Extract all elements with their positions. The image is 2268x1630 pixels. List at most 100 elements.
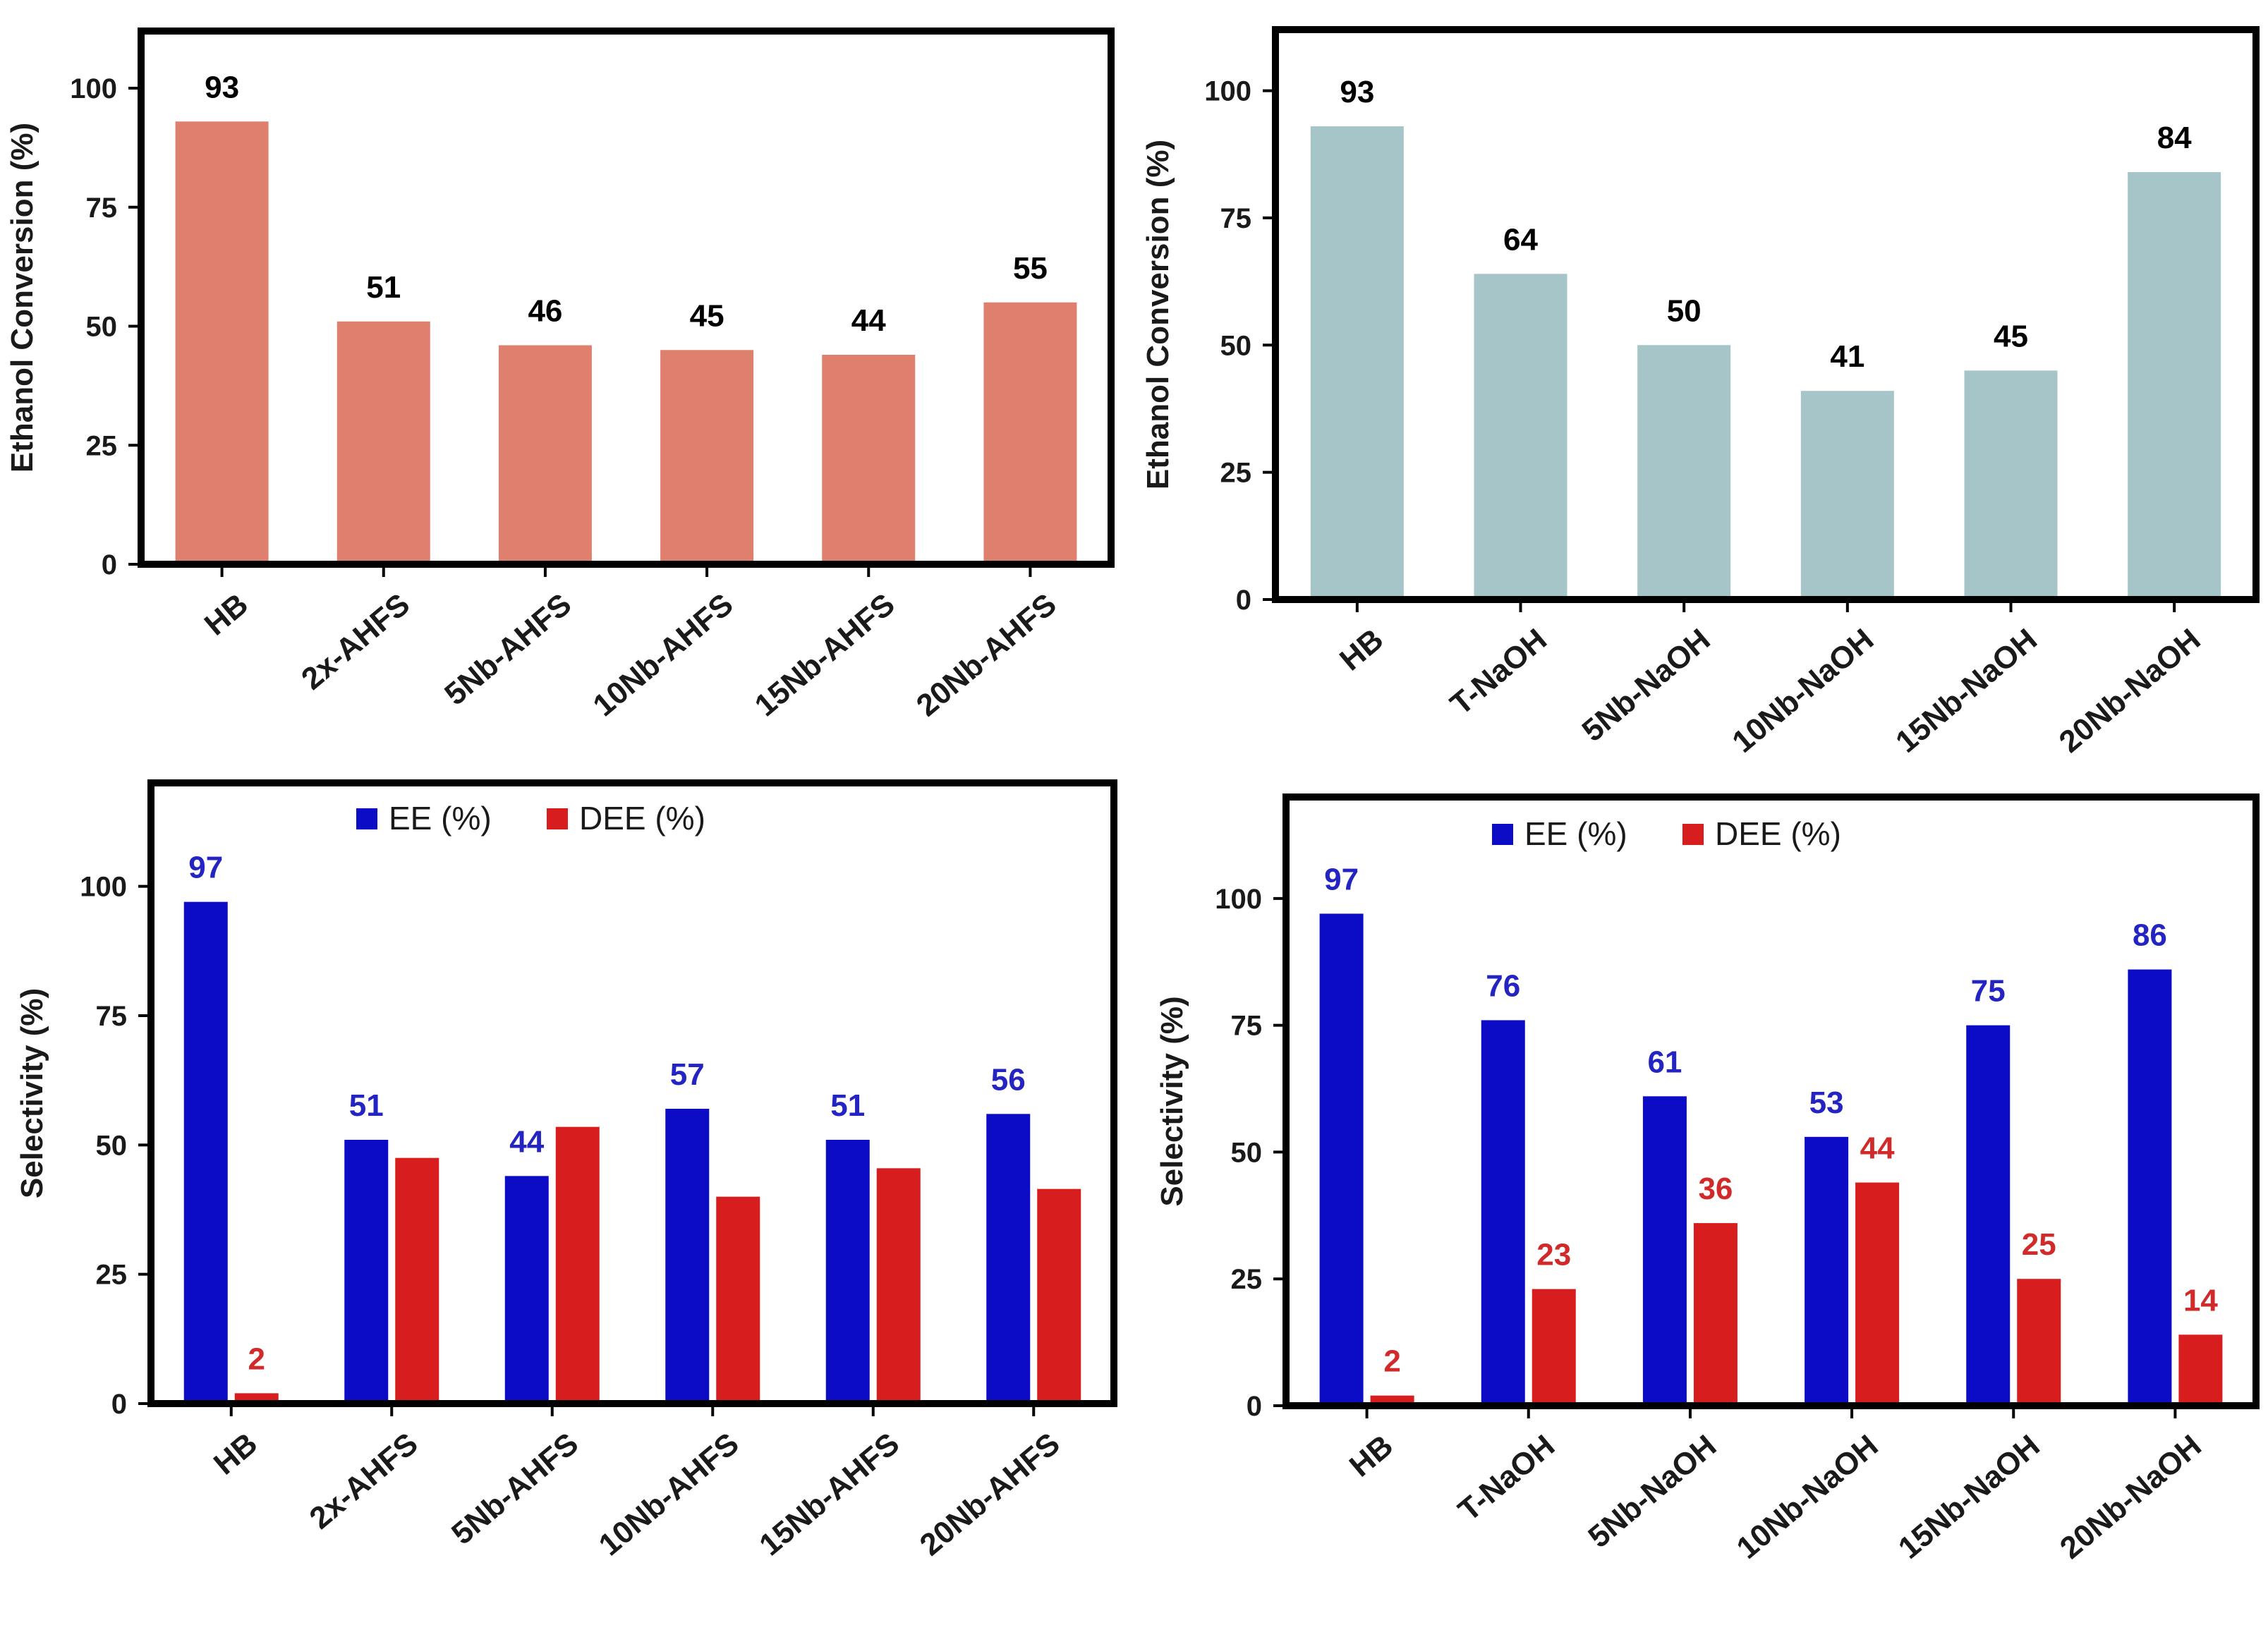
- x-tick-label: 15Nb-NaOH: [1889, 622, 2044, 760]
- bar-ee: [1966, 1025, 2011, 1406]
- data-label: 45: [690, 298, 724, 333]
- legend-swatch-dee: [547, 808, 568, 829]
- chart-conv-naoh: 0 25 50 75 100 Ethanol Conversion (%) 93 64 50 41…: [1141, 26, 2260, 760]
- y-axis-label: Selectivity (%): [1155, 996, 1189, 1206]
- legend: EE (%) DEE (%): [356, 800, 705, 837]
- bar-ee: [183, 901, 228, 1404]
- bar-ee: [1805, 1136, 1849, 1406]
- y-tick-label: 75: [1231, 1011, 1263, 1042]
- bar-conversion: [336, 321, 430, 564]
- x-tick-label: HB: [1343, 1428, 1400, 1483]
- x-tick-label: 5Nb-NaOH: [1582, 1428, 1723, 1555]
- bar-conversion: [175, 121, 269, 564]
- data-label: 51: [349, 1088, 384, 1123]
- plot-frame: [1282, 793, 2260, 1409]
- data-label: 93: [1340, 75, 1374, 109]
- bar-dee: [1693, 1223, 1738, 1406]
- bar-ee: [1319, 913, 1364, 1406]
- data-label: 51: [366, 270, 401, 305]
- legend-label-ee: EE (%): [1524, 815, 1627, 852]
- data-label: 51: [830, 1088, 865, 1123]
- x-tick-label: 15Nb-AHFS: [753, 1426, 906, 1562]
- data-label: 23: [1536, 1238, 1571, 1272]
- bar-conversion: [983, 302, 1077, 564]
- bar-conversion: [498, 345, 592, 564]
- data-label: 2: [248, 1342, 265, 1376]
- data-label: 46: [528, 294, 562, 329]
- data-label: 97: [1324, 862, 1359, 896]
- y-tick-label: 100: [1204, 76, 1251, 107]
- bar-ee: [1481, 1020, 1525, 1406]
- x-tick-label: 20Nb-NaOH: [2054, 1428, 2208, 1566]
- chart-sel-ahfs: 0 25 50 75 100 Selectivity (%) 97 51 44 57 51 56 2 HB…: [15, 779, 1117, 1562]
- x-tick-label: 10Nb-AHFS: [587, 587, 740, 723]
- x-tick-label: 15Nb-NaOH: [1892, 1428, 2046, 1566]
- bar-dee: [2178, 1334, 2223, 1406]
- y-tick-label: 0: [102, 549, 117, 580]
- data-label: 57: [670, 1057, 705, 1092]
- data-label: 56: [991, 1062, 1026, 1097]
- legend: EE (%) DEE (%): [1492, 815, 1841, 852]
- data-label: 97: [188, 851, 223, 885]
- y-tick-label: 75: [86, 193, 118, 224]
- bar-conversion: [1964, 370, 2058, 600]
- x-tick-label: HB: [198, 587, 255, 642]
- y-tick-label: 25: [1231, 1264, 1263, 1295]
- data-label: 84: [2157, 121, 2192, 155]
- bar-dee: [395, 1157, 439, 1404]
- bar-conversion: [660, 350, 754, 564]
- legend-swatch-dee: [1682, 824, 1704, 845]
- y-axis-label: Selectivity (%): [15, 988, 49, 1198]
- x-tick-label: 10Nb-AHFS: [593, 1426, 746, 1562]
- bar-ee: [344, 1140, 389, 1404]
- plot-frame: [1272, 26, 2260, 603]
- data-label: 64: [1503, 222, 1538, 257]
- y-axis-label: Ethanol Conversion (%): [1141, 140, 1175, 489]
- bar-conversion: [822, 355, 916, 564]
- y-tick-label: 100: [1215, 884, 1262, 915]
- bar-ee: [825, 1140, 870, 1404]
- data-label: 76: [1486, 968, 1520, 1003]
- bar-conversion: [1800, 391, 1894, 600]
- chart-sel-naoh: 0 25 50 75 100 Selectivity (%) 97 76 61 53 75 86 2 23…: [1155, 793, 2260, 1566]
- legend-swatch-ee: [356, 808, 377, 829]
- plot-frame: [138, 28, 1115, 568]
- x-tick-label: 20Nb-AHFS: [910, 587, 1063, 723]
- data-label: 14: [2183, 1283, 2218, 1318]
- x-tick-label: T-NaOH: [1444, 622, 1553, 722]
- y-tick-label: 75: [96, 1001, 128, 1032]
- data-label: 41: [1830, 339, 1864, 374]
- data-label: 55: [1013, 251, 1048, 286]
- y-tick-label: 50: [1220, 330, 1252, 361]
- x-tick-label: 10Nb-NaOH: [1726, 622, 1880, 760]
- bar-conversion: [1637, 345, 1731, 600]
- data-label: 44: [1860, 1131, 1895, 1166]
- y-tick-label: 75: [1220, 203, 1252, 234]
- bar-conversion: [2128, 172, 2221, 600]
- data-label: 2: [1383, 1344, 1400, 1379]
- x-tick-label: 20Nb-AHFS: [914, 1426, 1067, 1562]
- y-tick-label: 25: [86, 430, 118, 461]
- bar-dee: [716, 1196, 760, 1404]
- data-label: 53: [1809, 1085, 1844, 1120]
- y-tick-label: 0: [1247, 1391, 1262, 1422]
- x-tick-label: HB: [1333, 622, 1390, 677]
- bar-dee: [876, 1168, 921, 1404]
- y-tick-label: 50: [96, 1130, 128, 1161]
- y-axis-label: Ethanol Conversion (%): [5, 123, 40, 473]
- bar-ee: [1642, 1096, 1687, 1406]
- x-tick-label: 2x-AHFS: [303, 1426, 425, 1535]
- chart-conv-ahfs: 0 25 50 75 100 Ethanol Conversion (%) 93 51 46 45…: [5, 28, 1115, 723]
- bar-dee: [2017, 1279, 2061, 1406]
- x-tick-label: 15Nb-AHFS: [748, 587, 902, 723]
- y-tick-label: 100: [70, 73, 117, 104]
- bar-ee: [986, 1114, 1031, 1404]
- data-label: 93: [205, 70, 239, 104]
- data-label: 44: [851, 303, 886, 338]
- bar-ee: [665, 1109, 710, 1404]
- bar-dee: [1037, 1188, 1081, 1404]
- y-tick-label: 0: [111, 1389, 127, 1420]
- data-label: 86: [2133, 918, 2167, 953]
- y-tick-label: 25: [96, 1260, 128, 1291]
- data-label: 61: [1647, 1045, 1682, 1079]
